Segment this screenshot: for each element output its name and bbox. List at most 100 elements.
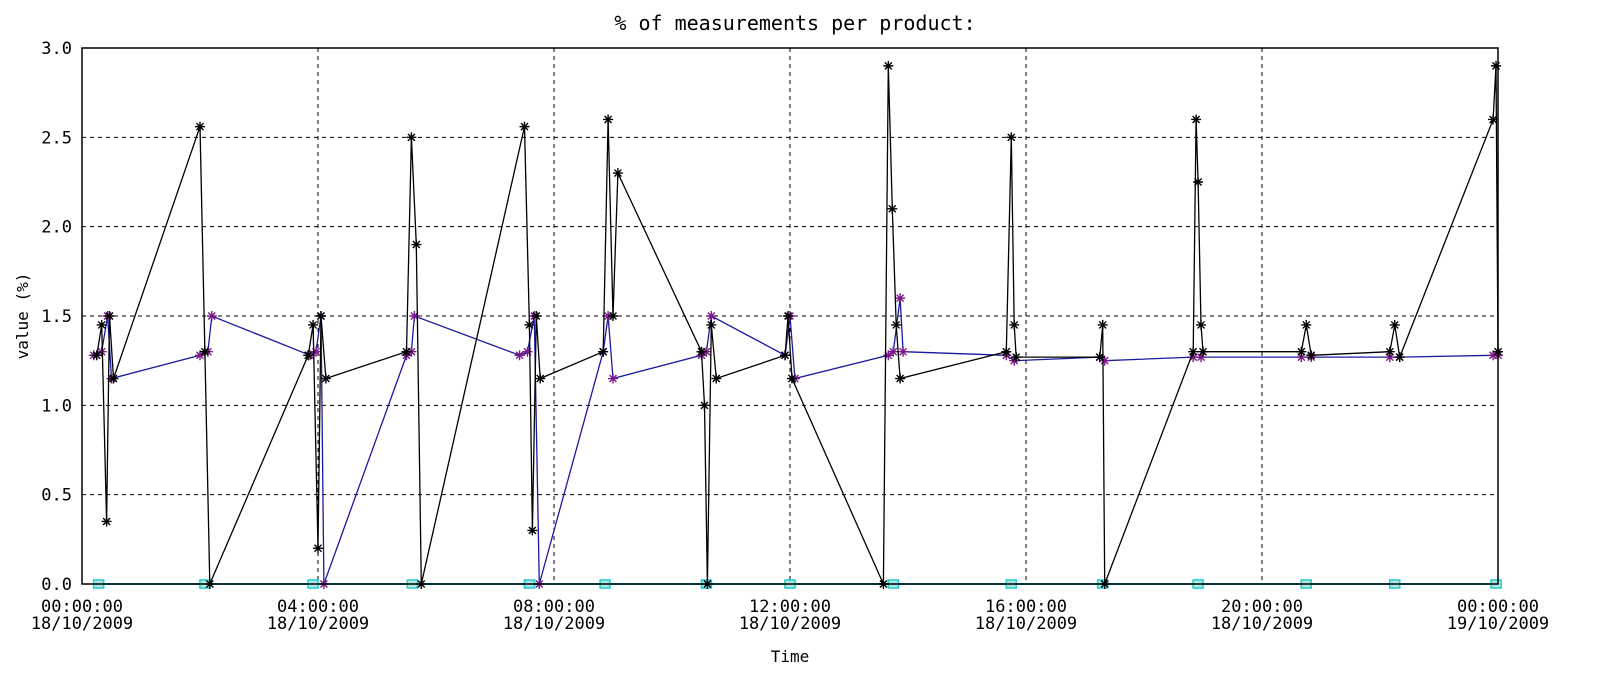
data-point (195, 121, 205, 132)
data-point (91, 350, 102, 361)
x-tick-time: 20:00:00 (1221, 597, 1303, 617)
data-point (1384, 346, 1395, 357)
data-point (96, 319, 107, 330)
data-point (612, 168, 623, 179)
data-point (780, 350, 791, 361)
data-point (888, 346, 899, 357)
data-point (786, 373, 797, 384)
data-point (1001, 346, 1012, 357)
y-tick-label: 2.5 (41, 128, 72, 148)
data-point (883, 350, 894, 361)
x-axis-ticks: 00:00:0018/10/200904:00:0018/10/200908:0… (31, 597, 1549, 634)
data-point (898, 346, 909, 357)
data-point (603, 114, 614, 125)
y-tick-label: 1.0 (41, 396, 72, 416)
data-point (108, 373, 119, 384)
x-tick-time: 12:00:00 (749, 597, 831, 617)
x-tick-time: 00:00:00 (41, 597, 123, 617)
data-point (1196, 319, 1207, 330)
x-tick-date: 18/10/2009 (739, 614, 841, 634)
data-point (706, 319, 717, 330)
data-point (1301, 319, 1312, 330)
x-tick-time: 08:00:00 (513, 597, 595, 617)
data-point (1488, 114, 1499, 125)
series-0 (91, 60, 1503, 589)
data-point (1099, 355, 1110, 366)
data-point (1394, 352, 1405, 363)
x-tick-time: 16:00:00 (985, 597, 1067, 617)
data-point (1306, 350, 1317, 361)
data-point (895, 293, 906, 304)
data-point (887, 203, 898, 214)
data-point (699, 400, 710, 411)
data-point (313, 543, 323, 554)
data-point (1191, 114, 1202, 125)
series-line (96, 65, 1499, 585)
data-point (895, 373, 906, 384)
x-tick-date: 18/10/2009 (1211, 614, 1313, 634)
data-point (1193, 177, 1204, 187)
x-axis-label: Time (771, 647, 810, 666)
y-tick-label: 3.0 (41, 39, 72, 59)
x-tick-date: 18/10/2009 (267, 614, 369, 634)
y-tick-label: 0.0 (41, 575, 72, 595)
data-point (531, 311, 542, 321)
data-point (608, 373, 618, 384)
data-point (1009, 319, 1020, 330)
series-1 (88, 293, 1503, 589)
data-point (527, 525, 538, 536)
data-point (706, 311, 717, 321)
y-axis-label: value (%) (13, 273, 32, 360)
data-point (711, 373, 722, 384)
data-point (891, 319, 902, 330)
data-point (524, 319, 535, 330)
data-point (608, 311, 618, 321)
data-point (1196, 352, 1207, 363)
x-tick-time: 00:00:00 (1457, 597, 1539, 617)
x-tick-date: 18/10/2009 (975, 614, 1077, 634)
data-point (1389, 319, 1400, 330)
data-point (1491, 60, 1502, 71)
data-point (320, 373, 331, 384)
data-point (1011, 352, 1022, 363)
data-point (1006, 132, 1017, 143)
x-tick-date: 18/10/2009 (503, 614, 605, 634)
data-point (1198, 346, 1208, 357)
data-point (195, 350, 205, 361)
data-point (199, 346, 210, 357)
data-point (514, 350, 525, 361)
data-point (401, 346, 412, 357)
data-point (104, 311, 115, 321)
data-point (96, 346, 107, 357)
data-point (1296, 346, 1307, 357)
data-point (1188, 352, 1199, 363)
data-point (308, 319, 319, 330)
y-tick-label: 2.0 (41, 218, 72, 238)
data-point (783, 311, 794, 321)
data-point (1296, 352, 1307, 363)
data-point (535, 373, 546, 384)
data-point (406, 132, 417, 143)
data-point (101, 516, 112, 527)
data-point (411, 239, 422, 250)
data-point (1097, 319, 1108, 330)
data-point (1384, 352, 1395, 363)
data-point (206, 311, 217, 321)
y-tick-label: 1.5 (41, 307, 72, 327)
data-point (311, 346, 322, 357)
y-axis-ticks: 0.0 0.5 1.0 1.5 2.0 2.5 3.0 (41, 39, 72, 595)
data-point (315, 311, 326, 321)
data-point (598, 346, 609, 357)
data-point (303, 350, 314, 361)
x-tick-date: 18/10/2009 (31, 614, 133, 634)
series-line (93, 298, 1498, 585)
data-point (696, 346, 707, 357)
x-tick-time: 04:00:00 (277, 597, 359, 617)
